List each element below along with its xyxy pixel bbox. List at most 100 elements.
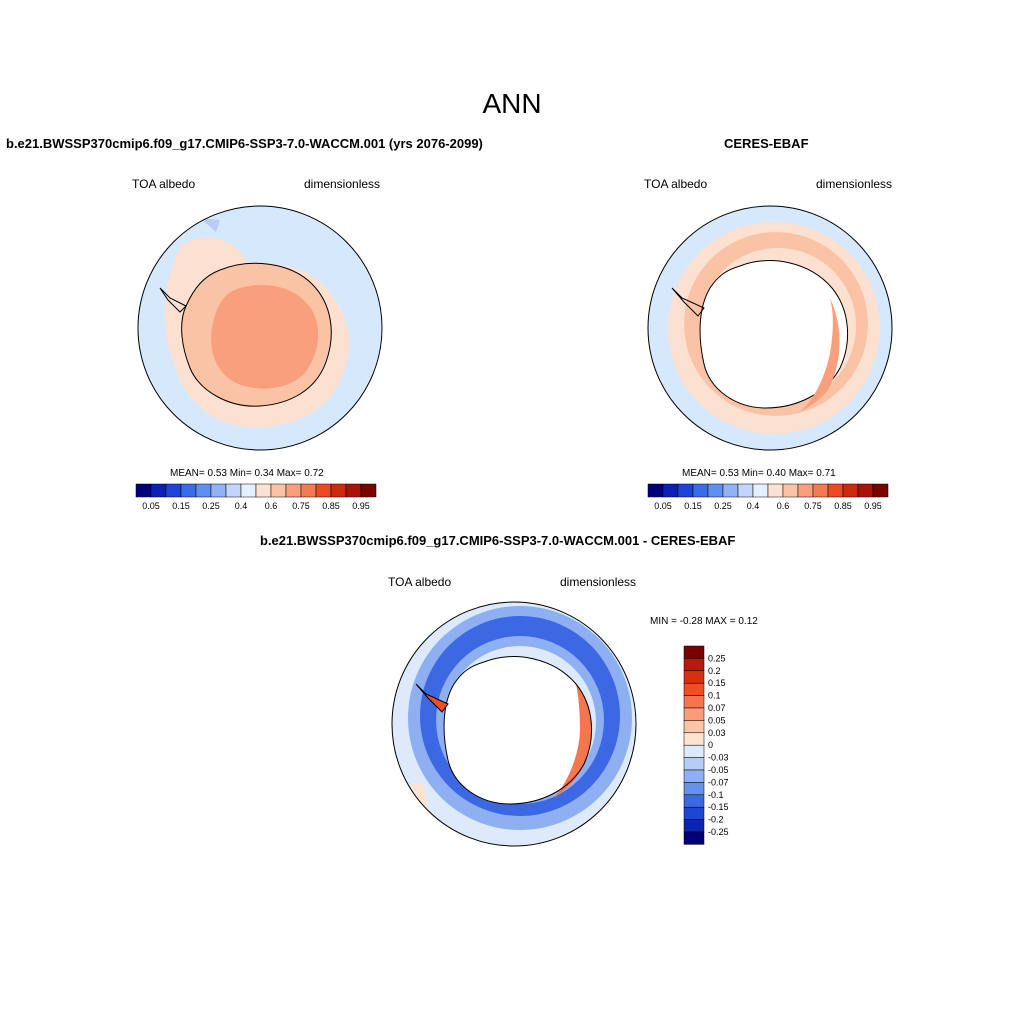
model-colorbar-tick-label: 0.6 <box>265 501 278 511</box>
diff-colorbar-tick-label: 0.03 <box>708 728 726 738</box>
diff-stats: MIN = -0.28 MAX = 0.12 <box>650 616 758 627</box>
model-colorbar-tick-label: 0.05 <box>142 501 160 511</box>
model-panel-title: b.e21.BWSSP370cmip6.f09_g17.CMIP6-SSP3-7… <box>6 136 483 151</box>
model-colorbar-swatch <box>180 483 197 498</box>
obs-colorbar-tick-label: 0.05 <box>654 501 672 511</box>
obs-colorbar-tick-label: 0.85 <box>834 501 852 511</box>
obs-stats: MEAN= 0.53 Min= 0.40 Max= 0.71 <box>682 468 836 479</box>
model-colorbar-swatch <box>135 483 152 498</box>
obs-colorbar-swatch <box>782 483 799 498</box>
diff-colorbar-tick-label: -0.15 <box>708 802 729 812</box>
diff-colorbar-tick-label: -0.03 <box>708 753 729 763</box>
obs-colorbar-swatch <box>707 483 724 498</box>
model-colorbar-swatch <box>165 483 182 498</box>
obs-colorbar-swatch <box>767 483 784 498</box>
model-map-frame <box>137 205 383 451</box>
obs-map-frame <box>647 205 893 451</box>
diff-colorbar-tick-label: -0.25 <box>708 827 729 837</box>
diff-colorbar-tick-label: 0.15 <box>708 678 726 688</box>
diff-colorbar-swatch <box>683 720 705 734</box>
obs-colorbar: 0.05 0.15 0.25 0.4 0.6 0.75 0.85 0.95 <box>647 483 889 511</box>
diff-colorbar-tick-label: 0.1 <box>708 691 721 701</box>
obs-colorbar-tick-label: 0.6 <box>777 501 790 511</box>
obs-coastal-high-albedo <box>800 298 840 412</box>
model-colorbar-tick-label: 0.15 <box>172 501 190 511</box>
diff-colorbar-tick-label: -0.1 <box>708 790 724 800</box>
diff-colorbar-tick-label: -0.2 <box>708 815 724 825</box>
obs-coastline <box>699 260 849 409</box>
diff-colorbar-swatch <box>683 769 705 783</box>
diff-coastline <box>443 656 593 805</box>
model-colorbar-tick-label: 0.25 <box>202 501 220 511</box>
obs-colorbar-swatch <box>662 483 679 498</box>
obs-colorbar-swatch <box>677 483 694 498</box>
model-colorbar-tick-label: 0.75 <box>292 501 310 511</box>
diff-variable-label: TOA albedo <box>388 575 452 589</box>
diff-colorbar-tick-label: 0 <box>708 740 713 750</box>
obs-colorbar-swatch <box>722 483 739 498</box>
diff-units-label: dimensionless <box>560 575 637 589</box>
diff-colorbar-tick-label: 0.25 <box>708 653 726 663</box>
diff-colorbar-tick-label: -0.07 <box>708 777 729 787</box>
diff-colorbar-swatch <box>683 806 705 820</box>
diff-peninsula-positive <box>415 683 449 713</box>
obs-colorbar-swatch <box>827 483 844 498</box>
obs-peninsula-outline <box>671 287 705 317</box>
diff-colorbar-swatch <box>683 732 705 746</box>
model-colorbar-swatch <box>225 483 242 498</box>
obs-colorbar-swatch <box>647 483 664 498</box>
obs-colorbar-swatch <box>812 483 829 498</box>
model-polar-map <box>137 205 383 451</box>
obs-colorbar-tick-label: 0.25 <box>714 501 732 511</box>
diff-colorbar-swatch <box>683 695 705 709</box>
model-colorbar-swatch <box>360 483 377 498</box>
diff-colorbar-swatch <box>683 658 705 672</box>
obs-variable-label: TOA albedo <box>644 177 708 191</box>
obs-colorbar-swatch <box>872 483 889 498</box>
diff-colorbar-tick-label: -0.05 <box>708 765 729 775</box>
diff-colorbar-swatch <box>683 794 705 808</box>
model-colorbar-tick-label: 0.4 <box>235 501 248 511</box>
model-low-albedo-patch <box>200 218 220 232</box>
obs-polar-map <box>647 205 893 451</box>
obs-colorbar-swatch <box>797 483 814 498</box>
model-colorbar-swatch <box>240 483 257 498</box>
obs-colorbar-swatch <box>857 483 874 498</box>
model-coastline <box>181 262 332 407</box>
diff-colorbar: 0.25 0.2 0.15 0.1 0.07 0.05 0.03 0 -0.03 -0.05 -0.… <box>683 645 729 845</box>
obs-no-data-region <box>700 260 848 409</box>
model-stats: MEAN= 0.53 Min= 0.34 Max= 0.72 <box>170 468 324 479</box>
model-colorbar-swatch <box>315 483 332 498</box>
diff-colorbar-swatch <box>683 782 705 796</box>
diff-panel-title: b.e21.BWSSP370cmip6.f09_g17.CMIP6-SSP3-7… <box>260 533 736 548</box>
model-colorbar-swatch <box>300 483 317 498</box>
model-colorbar-swatch <box>150 483 167 498</box>
model-colorbar: 0.05 0.15 0.25 0.4 0.6 0.75 0.85 0.95 <box>135 483 377 511</box>
obs-colorbar-tick-label: 0.15 <box>684 501 702 511</box>
model-variable-label: TOA albedo <box>132 177 196 191</box>
diff-colorbar-swatch <box>683 819 705 833</box>
model-colorbar-tick-label: 0.95 <box>352 501 370 511</box>
diff-colorbar-swatch <box>683 744 705 758</box>
diff-colorbar-swatch <box>683 707 705 721</box>
model-colorbar-swatch <box>210 483 227 498</box>
obs-colorbar-swatch <box>737 483 754 498</box>
model-colorbar-swatch <box>330 483 347 498</box>
model-peninsula-outline <box>159 287 187 313</box>
diff-no-data-region <box>444 656 592 804</box>
diff-colorbar-swatch <box>683 757 705 771</box>
diff-colorbar-tick-label: 0.2 <box>708 666 721 676</box>
obs-colorbar-tick-label: 0.4 <box>747 501 760 511</box>
model-colorbar-swatch <box>285 483 302 498</box>
diff-colorbar-swatch <box>683 831 705 845</box>
model-colorbar-swatch <box>255 483 272 498</box>
diff-polar-map <box>391 601 637 847</box>
diff-colorbar-tick-label: 0.05 <box>708 715 726 725</box>
model-colorbar-swatch <box>195 483 212 498</box>
model-interior-high-albedo <box>211 284 319 389</box>
model-colorbar-swatch <box>270 483 287 498</box>
diff-colorbar-swatch <box>683 682 705 696</box>
obs-panel-title: CERES-EBAF <box>724 136 809 151</box>
model-units-label: dimensionless <box>304 177 381 191</box>
diff-coastal-positive <box>554 684 592 798</box>
